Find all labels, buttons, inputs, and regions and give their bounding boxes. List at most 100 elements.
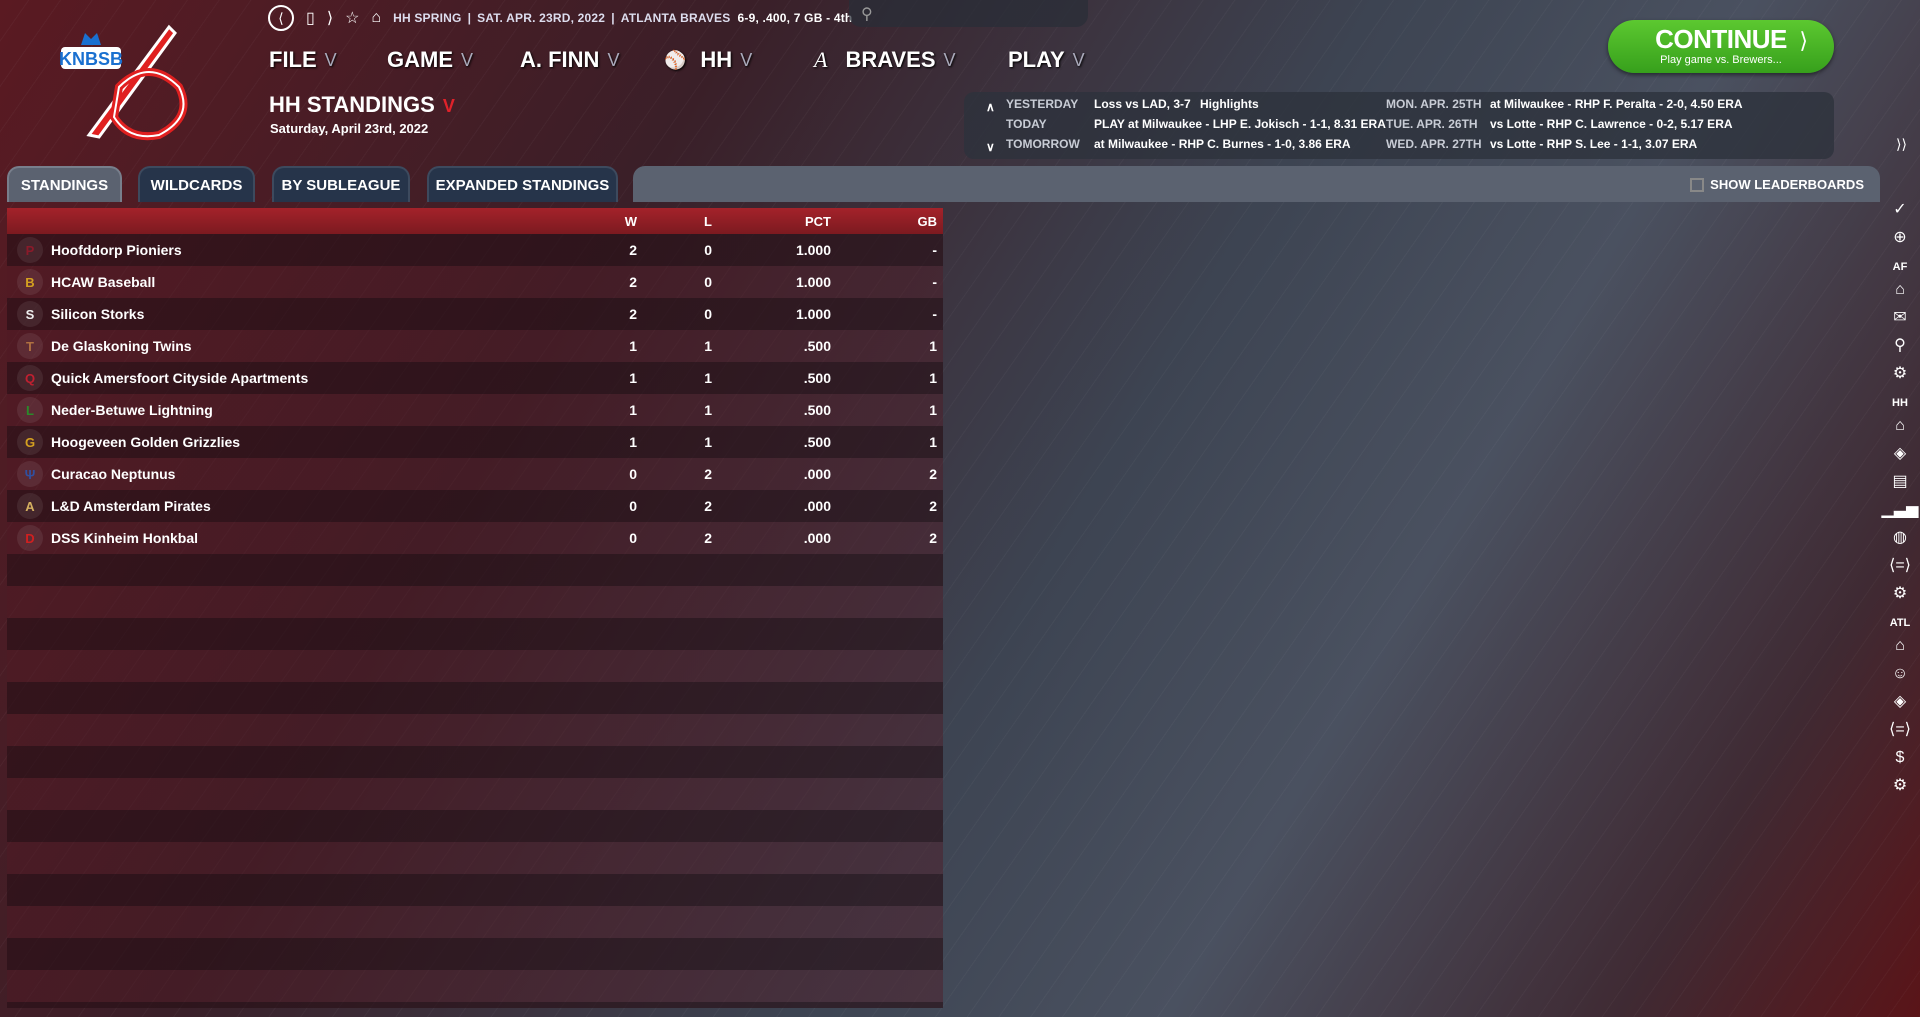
col-l[interactable]: L	[704, 213, 712, 229]
standings-table: W L PCT GB P Hoofddorp Pioniers 2 0 1.00…	[7, 208, 943, 1008]
games-behind: 1	[929, 338, 937, 354]
losses: 2	[704, 466, 712, 482]
team-logo-icon: Q	[17, 365, 43, 391]
team-name[interactable]: Curacao Neptunus	[51, 466, 176, 482]
col-w[interactable]: W	[624, 213, 637, 229]
page-date: Saturday, April 23rd, 2022	[270, 121, 429, 136]
continue-sublabel: Play game vs. Brewers...	[1660, 54, 1782, 66]
finances-icon[interactable]: $	[1895, 749, 1905, 766]
team-name[interactable]: De Glaskoning Twins	[51, 338, 192, 354]
right-sidebar: ✓ ⊕ AF ⌂ ✉ ⚲ ⚙ HH ⌂ ◈ ▤ ▁▃▅ ◍ ⟨=⟩ ⚙ ATL …	[1880, 196, 1920, 800]
wins: 2	[629, 306, 637, 322]
scroll-down-icon[interactable]: ∨	[986, 140, 995, 154]
wins: 2	[629, 274, 637, 290]
knbsb-logo: KNBSB	[59, 24, 188, 141]
eye-icon[interactable]: ◈	[1893, 445, 1907, 462]
gear-icon[interactable]: ⚙	[1892, 777, 1908, 794]
back-icon[interactable]: ⟨	[268, 5, 294, 31]
home-icon[interactable]: ⌂	[1895, 417, 1905, 434]
tab-by-subleague[interactable]: BY SUBLEAGUE	[272, 166, 410, 202]
search-icon[interactable]: ⚲	[1894, 337, 1906, 354]
games-behind: 2	[929, 498, 937, 514]
table-row[interactable]: B HCAW Baseball 2 0 1.000 -	[7, 266, 943, 298]
table-row[interactable]: Q Quick Amersfoort Cityside Apartments 1…	[7, 362, 943, 394]
col-pct[interactable]: PCT	[805, 213, 831, 229]
menu-file[interactable]: FILE V	[269, 47, 337, 72]
check-icon[interactable]: ✓	[1893, 201, 1907, 218]
expand-sidebar-icon[interactable]: ⟩⟩	[1896, 136, 1907, 152]
id-card-icon[interactable]: ▤	[1892, 473, 1908, 490]
team-name[interactable]: Quick Amersfoort Cityside Apartments	[51, 370, 309, 386]
team-name[interactable]: Hoogeveen Golden Grizzlies	[51, 434, 241, 450]
table-row[interactable]: T De Glaskoning Twins 1 1 .500 1	[7, 330, 943, 362]
star-icon[interactable]: ☆	[345, 10, 360, 27]
team-logo-icon: A	[17, 493, 43, 519]
checkbox-icon	[1690, 177, 1705, 192]
search-input[interactable]: ⚲	[849, 0, 1088, 27]
menu-play[interactable]: PLAY V	[1008, 47, 1085, 72]
table-row[interactable]: Ψ Curacao Neptunus 0 2 .000 2	[7, 458, 943, 490]
menu-manager[interactable]: A. FINN V	[520, 47, 620, 72]
col-gb[interactable]: GB	[917, 213, 938, 229]
games-behind: 1	[929, 434, 937, 450]
svg-text:KNBSB: KNBSB	[59, 49, 123, 69]
team-name[interactable]: Hoofddorp Pioniers	[51, 242, 182, 258]
menu-league[interactable]: ⚾ HH V	[664, 47, 753, 72]
games-behind: -	[932, 242, 937, 258]
tab-wildcards[interactable]: WILDCARDS	[138, 166, 255, 202]
home-icon[interactable]: ⌂	[1895, 281, 1905, 298]
globe-icon[interactable]: ⊕	[1893, 229, 1907, 246]
table-row[interactable]: G Hoogeveen Golden Grizzlies 1 1 .500 1	[7, 426, 943, 458]
forward-icon[interactable]: ⟩	[326, 10, 334, 27]
tab-standings[interactable]: STANDINGS	[7, 166, 122, 202]
table-header: W L PCT GB	[7, 208, 943, 234]
mail-icon[interactable]: ✉	[1893, 309, 1907, 326]
team-logo-icon: S	[17, 301, 43, 327]
transactions-icon[interactable]: ⟨=⟩	[1889, 721, 1911, 738]
chevron-down-icon: V	[1072, 49, 1085, 70]
show-leaderboards-checkbox[interactable]: SHOW LEADERBOARDS	[1690, 177, 1864, 192]
chevron-down-icon: V	[461, 49, 474, 70]
table-row[interactable]: P Hoofddorp Pioniers 2 0 1.000 -	[7, 234, 943, 266]
tab-expanded-standings[interactable]: EXPANDED STANDINGS	[427, 166, 618, 202]
table-row[interactable]: D DSS Kinheim Honkbal 0 2 .000 2	[7, 522, 943, 554]
wins: 1	[629, 402, 637, 418]
team-name[interactable]: Neder-Betuwe Lightning	[51, 402, 213, 418]
table-row[interactable]: L Neder-Betuwe Lightning 1 1 .500 1	[7, 394, 943, 426]
pct: .000	[803, 466, 831, 482]
sidebar-group-label: AF	[1892, 261, 1908, 273]
home-icon[interactable]: ⌂	[371, 9, 382, 26]
wins: 1	[629, 434, 637, 450]
gear-icon[interactable]: ⚙	[1892, 585, 1908, 602]
today-game[interactable]: PLAY at Milwaukee - LHP E. Jokisch - 1-1…	[1094, 117, 1386, 131]
home-icon[interactable]: ⌂	[1895, 637, 1905, 654]
team-name[interactable]: Silicon Storks	[51, 306, 145, 322]
pct: 1.000	[795, 306, 831, 322]
league-name: HH SPRING	[393, 11, 462, 25]
table-row[interactable]: A L&D Amsterdam Pirates 0 2 .000 2	[7, 490, 943, 522]
transactions-icon[interactable]: ⟨=⟩	[1889, 557, 1911, 574]
bookmark-icon[interactable]: ▯	[306, 10, 315, 27]
page-title[interactable]: HH STANDINGS V	[269, 92, 455, 117]
games-behind: 2	[929, 530, 937, 546]
pct: .500	[803, 402, 831, 418]
losses: 1	[704, 338, 712, 354]
baseball-icon[interactable]: ◍	[1893, 529, 1907, 546]
gear-icon[interactable]: ⚙	[1892, 365, 1908, 382]
bar-chart-icon[interactable]: ▁▃▅	[1881, 501, 1919, 518]
scroll-up-icon[interactable]: ∧	[986, 100, 995, 114]
table-row[interactable]: S Silicon Storks 2 0 1.000 -	[7, 298, 943, 330]
eye-icon[interactable]: ◈	[1893, 693, 1907, 710]
menu-game[interactable]: GAME V	[387, 47, 474, 72]
team-name[interactable]: DSS Kinheim Honkbal	[51, 530, 199, 546]
team-name[interactable]: L&D Amsterdam Pirates	[51, 498, 211, 514]
team-name[interactable]: ATLANTA BRAVES	[620, 11, 731, 25]
highlights-link[interactable]: Highlights	[1200, 97, 1259, 111]
team-name[interactable]: HCAW Baseball	[51, 274, 156, 290]
games-behind: 2	[929, 466, 937, 482]
chevron-down-icon: V	[740, 49, 753, 70]
roster-icon[interactable]: ☺	[1891, 665, 1909, 682]
continue-button[interactable]: CONTINUE Play game vs. Brewers... ⟩	[1608, 20, 1834, 73]
menu-team[interactable]: A BRAVES V	[814, 47, 956, 72]
wins: 0	[629, 498, 637, 514]
